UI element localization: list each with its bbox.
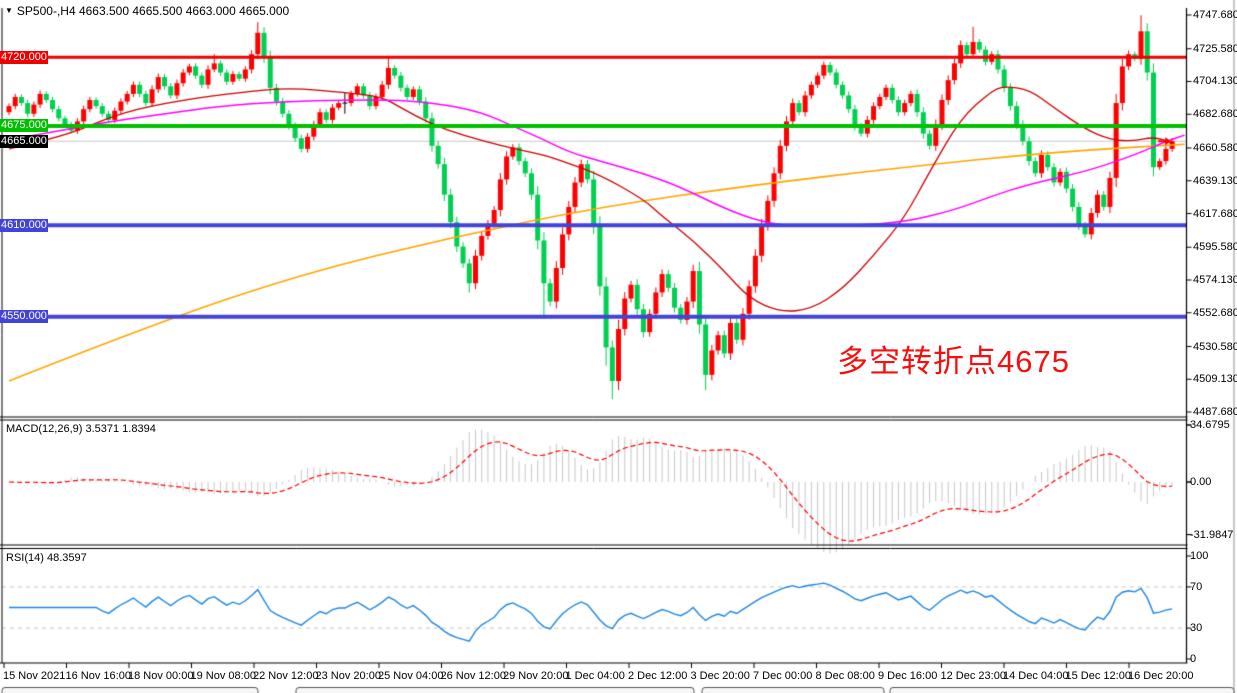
macd-axis-label: -31.9847 [1190,528,1234,541]
collapse-triangle-icon[interactable]: ▼ [5,6,13,15]
time-axis-label: 7 Dec 00:00 [753,670,813,682]
price-axis-label: 4487.680 [1193,406,1237,418]
price-axis-label: 4747.680 [1193,9,1237,21]
current-price-badge: 4665.000 [0,134,48,148]
time-axis-label: 18 Nov 00:00 [128,670,194,682]
price-axis-label: 4595.580 [1193,241,1237,254]
price-axis-label: 4552.680 [1193,306,1237,319]
time-axis-label: 8 Dec 08:00 [815,670,875,682]
time-axis-label: 14 Dec 04:00 [1003,670,1069,682]
time-axis-label: 12 Dec 23:00 [940,670,1006,682]
chart-annotation-text: 多空转折点4675 [837,344,1070,379]
price-axis-label: 4682.680 [1193,108,1237,121]
price-axis-label: 4617.680 [1193,207,1237,220]
time-axis-label: 25 Nov 04:00 [378,670,444,682]
price-axis-label: 4574.130 [1193,274,1237,286]
macd-pane-label: MACD(12,26,9) 3.5371 1.8394 [6,423,156,435]
time-axis-label: 16 Nov 16:00 [65,670,131,682]
time-axis-label: 16 Dec 20:00 [1128,670,1194,682]
chart-header: ▼ SP500-,H4 4663.500 4665.500 4663.000 46… [5,4,289,18]
rsi-pane-label: RSI(14) 48.3597 [6,552,87,564]
rsi-axis-label: 0 [1190,653,1197,665]
time-axis-label: 23 Nov 20:00 [315,670,381,682]
price-level-badge: 4610.000 [0,218,48,232]
time-axis-label: 19 Nov 08:00 [190,670,256,682]
time-axis-label: 9 Dec 16:00 [878,670,938,682]
price-axis-label: 4509.130 [1193,373,1237,386]
time-axis-label: 2 Dec 12:00 [628,670,688,682]
rsi-axis-label: 100 [1190,550,1209,562]
macd-axis-label: 34.6795 [1190,419,1230,431]
time-axis-label: 3 Dec 20:00 [690,670,750,682]
time-axis-label: 26 Nov 12:00 [440,670,506,682]
price-level-badge: 4550.000 [0,310,48,324]
price-axis-label: 4725.580 [1193,42,1237,55]
macd-axis-label: 0.00 [1190,476,1212,488]
rsi-axis-label: 30 [1190,622,1203,635]
price-level-badge: 4720.000 [0,50,48,64]
price-axis-label: 4530.580 [1193,340,1237,353]
symbol-ohlc-title: SP500-,H4 4663.500 4665.500 4663.000 466… [16,4,290,18]
time-axis-label: 1 Dec 04:00 [565,670,625,682]
time-axis-label: 29 Nov 20:00 [503,670,569,682]
price-axis-label: 4660.580 [1193,141,1237,154]
time-axis-label: 15 Dec 12:00 [1065,670,1131,682]
time-axis-label: 22 Nov 12:00 [253,670,319,682]
price-axis-label: 4639.130 [1193,174,1237,187]
price-level-badge: 4675.000 [0,119,48,133]
price-axis-label: 4704.130 [1193,75,1237,88]
rsi-axis-label: 70 [1190,580,1203,593]
time-axis-label: 15 Nov 2021 [3,670,66,682]
